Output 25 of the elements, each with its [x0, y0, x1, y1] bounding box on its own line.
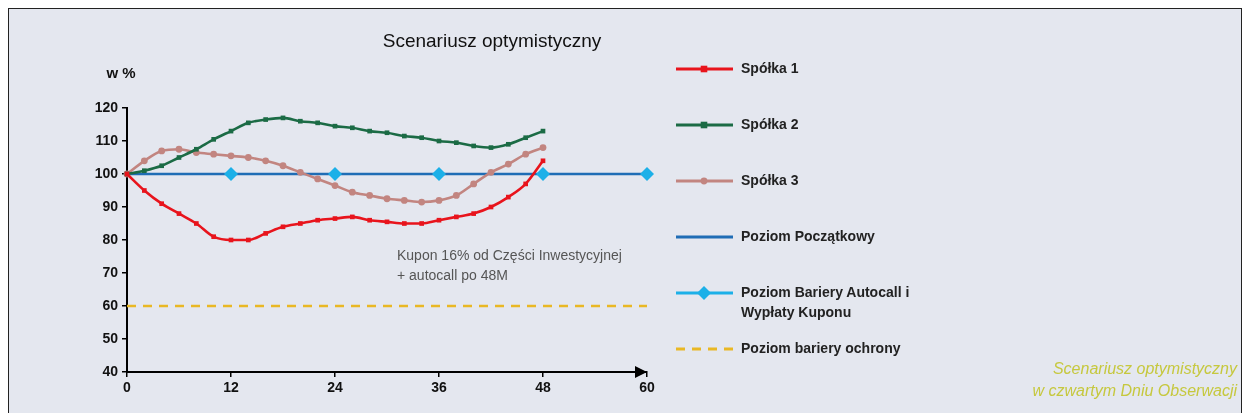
- text: Scenariusz optymistyczny w czwartym Dniu Obserwacji: [1032, 359, 1237, 401]
- y-tick-label: 120: [94, 98, 119, 115]
- legend-label: Spółka 1: [741, 59, 799, 76]
- y-tick-label: 60: [102, 296, 119, 313]
- legend-label: Spółka 2: [741, 115, 799, 132]
- legend-label: Spółka 3: [741, 171, 799, 188]
- y-tick-label: 80: [102, 230, 119, 247]
- x-tick-label: 24: [327, 379, 343, 396]
- y-tick-label: 50: [102, 329, 119, 346]
- legend-label: Poziom Bariery Autocall i Wypłaty Kuponu: [741, 283, 910, 320]
- y-tick-label: 40: [102, 362, 119, 379]
- x-tick-label: 60: [639, 379, 655, 396]
- legend-label: Poziom Początkowy: [741, 227, 876, 244]
- y-tick-label: 110: [95, 131, 119, 148]
- x-tick-label: 36: [431, 379, 447, 396]
- y-tick-label: 100: [94, 164, 119, 181]
- y-tick-label: 70: [102, 263, 119, 280]
- y-tick-label: 90: [102, 197, 119, 214]
- legend-label: Poziom bariery ochrony: [741, 339, 901, 356]
- y-axis-title: w %: [105, 64, 136, 82]
- chart-title: Scenariusz optymistyczny: [382, 30, 602, 52]
- x-tick-label: 48: [535, 379, 551, 396]
- annotation: Kupon 16% od Części Inwestycyjnej + autocall po 48M: [397, 246, 622, 285]
- x-tick-label: 0: [123, 379, 132, 396]
- x-tick-label: 12: [223, 379, 239, 396]
